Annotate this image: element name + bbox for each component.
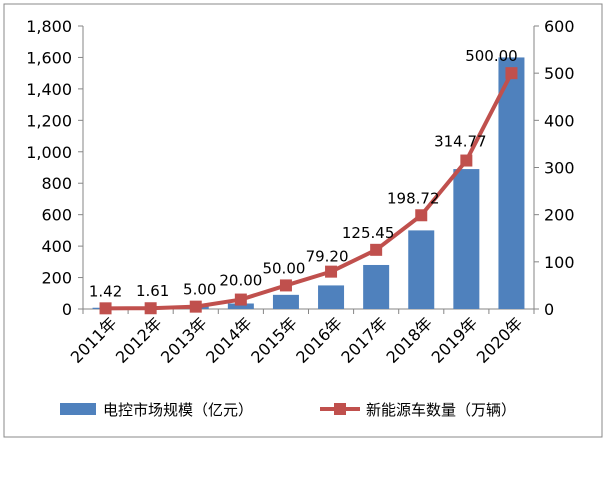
left-axis-tick-label: 800 bbox=[41, 174, 72, 193]
data-label: 125.45 bbox=[342, 224, 395, 242]
left-axis-tick-label: 1,000 bbox=[26, 143, 72, 162]
right-axis-tick-label: 500 bbox=[544, 64, 575, 83]
legend-swatch-marker bbox=[334, 403, 346, 415]
left-axis-tick-label: 1,400 bbox=[26, 80, 72, 99]
data-label: 198.72 bbox=[387, 189, 440, 207]
data-label: 500.00 bbox=[465, 47, 518, 65]
data-label: 50.00 bbox=[262, 259, 305, 277]
left-axis-tick-label: 1,600 bbox=[26, 48, 72, 67]
line-marker bbox=[505, 67, 518, 80]
line-marker bbox=[415, 209, 428, 222]
right-axis-tick-label: 600 bbox=[544, 17, 575, 36]
right-axis-tick-label: 300 bbox=[544, 159, 575, 178]
left-axis-tick-label: 400 bbox=[41, 237, 72, 256]
bar bbox=[498, 57, 525, 309]
line-marker bbox=[460, 154, 473, 167]
data-label: 20.00 bbox=[219, 272, 262, 290]
left-axis-tick-label: 600 bbox=[41, 206, 72, 225]
right-axis-tick-label: 400 bbox=[544, 111, 575, 130]
line-marker bbox=[99, 302, 112, 315]
left-axis-tick-label: 0 bbox=[62, 300, 72, 319]
data-label: 1.61 bbox=[136, 282, 169, 300]
line-marker bbox=[189, 300, 202, 313]
legend-swatch-bar bbox=[60, 403, 96, 415]
data-label: 1.42 bbox=[89, 282, 122, 300]
right-axis-tick-label: 200 bbox=[544, 206, 575, 225]
bar bbox=[453, 169, 480, 309]
bar bbox=[272, 294, 299, 309]
line-marker bbox=[144, 302, 157, 315]
left-axis-tick-label: 1,800 bbox=[26, 17, 72, 36]
legend-label-bar: 电控市场规模（亿元） bbox=[103, 401, 253, 419]
line-series-path bbox=[105, 72, 514, 311]
bar bbox=[408, 230, 435, 309]
bar bbox=[363, 264, 390, 309]
data-label: 314.77 bbox=[434, 133, 487, 151]
bar bbox=[227, 303, 254, 309]
line-marker bbox=[234, 293, 247, 306]
legend-label-line: 新能源车数量（万辆） bbox=[366, 401, 516, 419]
data-label: 79.20 bbox=[306, 248, 349, 266]
left-axis-tick-label: 200 bbox=[41, 269, 72, 288]
line-marker bbox=[325, 265, 338, 278]
right-axis-tick-label: 100 bbox=[544, 253, 575, 272]
left-axis-tick-label: 1,200 bbox=[26, 111, 72, 130]
line-marker bbox=[279, 279, 292, 292]
data-label: 5.00 bbox=[183, 281, 216, 299]
bar bbox=[318, 285, 345, 309]
line-marker bbox=[370, 243, 383, 256]
right-axis-tick-label: 0 bbox=[544, 300, 554, 319]
